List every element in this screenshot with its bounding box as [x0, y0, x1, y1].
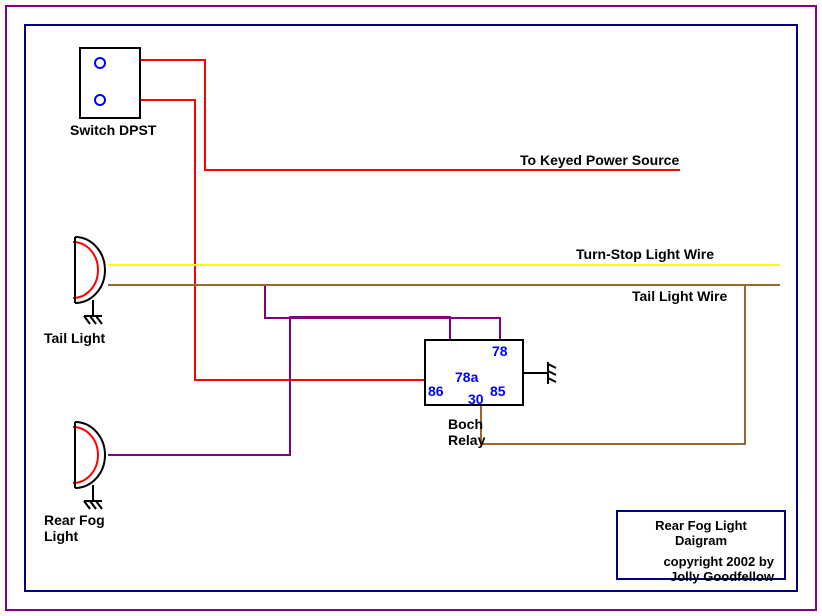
boch-relay: 78 78a 86 85 30 [425, 340, 556, 407]
rear-fog-light-lamp [73, 422, 105, 509]
label-switch: Switch DPST [70, 122, 156, 138]
label-relay: Boch Relay [448, 416, 485, 448]
label-keyed-power: To Keyed Power Source [520, 152, 679, 168]
legend-copyright-1: copyright 2002 by [628, 554, 774, 569]
legend-copyright-2: Jolly Goodfellow [628, 569, 774, 584]
tail-light-lamp [73, 237, 105, 324]
pin-86: 86 [428, 383, 444, 399]
legend-box: Rear Fog Light Daigram copyright 2002 by… [616, 510, 786, 580]
label-rear-fog: Rear Fog Light [44, 512, 105, 544]
legend-title: Rear Fog Light Daigram [628, 518, 774, 548]
wiring-diagram: 78 78a 86 85 30 Switch DPST To Keyed Pow… [0, 0, 822, 616]
switch-dpst [80, 48, 140, 118]
pin-30: 30 [468, 391, 484, 407]
pin-85: 85 [490, 383, 506, 399]
pin-78a: 78a [455, 369, 479, 385]
pin-78: 78 [492, 343, 508, 359]
label-turn-stop: Turn-Stop Light Wire [576, 246, 714, 262]
label-tail-wire: Tail Light Wire [632, 288, 727, 304]
label-tail-light: Tail Light [44, 330, 105, 346]
